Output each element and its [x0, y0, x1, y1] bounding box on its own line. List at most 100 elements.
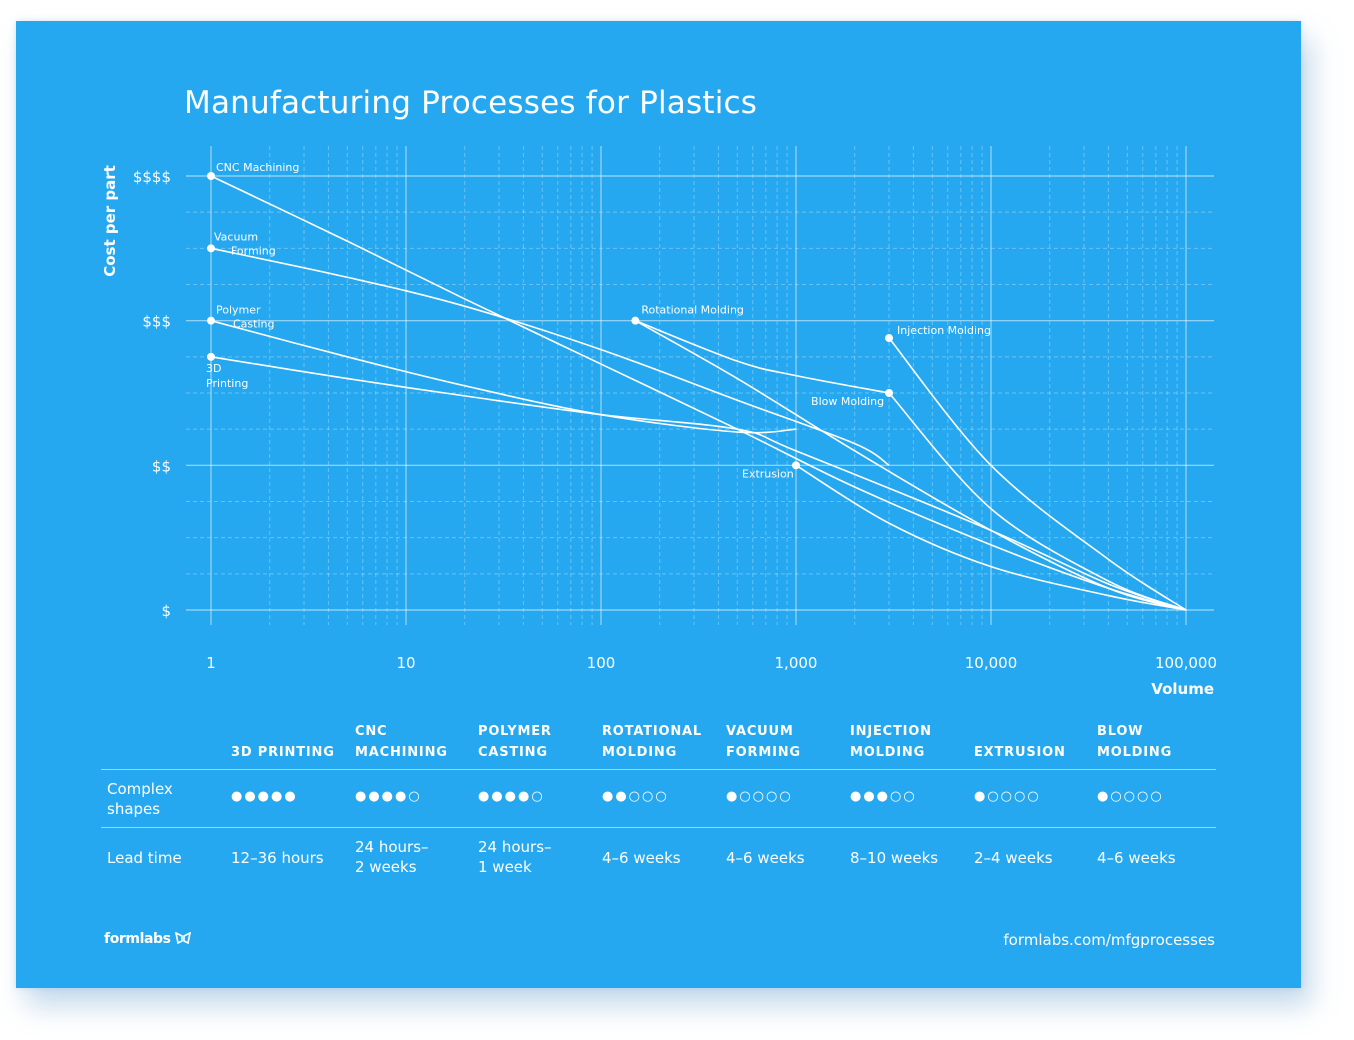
- y-tick-label: $$$: [142, 313, 171, 331]
- marker-label-extrusion: Extrusion: [742, 467, 794, 480]
- column-header-line: 3D PRINTING: [231, 745, 335, 760]
- column-header-line: INJECTION: [850, 724, 932, 739]
- chart-card: Manufacturing Processes for Plastics CNC…: [16, 21, 1301, 988]
- column-header: EXTRUSION: [974, 721, 1066, 763]
- lead-time-line: 12–36 hours: [231, 849, 324, 867]
- marker-blow-molding: [885, 389, 894, 397]
- marker-label-vacuum-forming: Vacuum: [214, 230, 258, 243]
- column-header-line: MACHINING: [355, 745, 448, 760]
- column-header: VACUUM FORMING: [726, 721, 801, 763]
- marker-label-3d-printing: 3D: [206, 362, 221, 375]
- y-axis-label: Cost per part: [101, 165, 119, 277]
- chart-title: Manufacturing Processes for Plastics: [184, 85, 758, 121]
- marker-polymer-casting: [207, 316, 215, 325]
- column-header: INJECTION MOLDING: [850, 721, 932, 763]
- x-tick-label: 10: [396, 654, 415, 672]
- lead-time-line: 2 weeks: [355, 858, 417, 876]
- column-header-line: VACUUM: [726, 724, 794, 739]
- series-line-cnc-machining: [210, 175, 1187, 611]
- column-header-line: MOLDING: [850, 745, 926, 760]
- lead-time-line: 4–6 weeks: [602, 849, 681, 867]
- x-tick-label: 100,000: [1155, 654, 1217, 672]
- table-divider: [101, 827, 1216, 828]
- series-line-injection-molding: [888, 337, 1187, 611]
- lead-time-line: 4–6 weeks: [1097, 849, 1176, 867]
- footer-url[interactable]: formlabs.com/mfgprocesses: [1003, 931, 1215, 949]
- column-header-line: [231, 721, 335, 742]
- lead-time-cell: 2–4 weeks: [974, 848, 1053, 868]
- rating-dots: ●○○○○: [726, 789, 793, 804]
- column-header-line: POLYMER: [478, 724, 552, 739]
- rating-dots: ●●●○○: [850, 789, 917, 804]
- column-header: CNC MACHINING: [355, 721, 448, 763]
- column-header: BLOW MOLDING: [1097, 721, 1172, 763]
- marker-label-vacuum-forming: Forming: [231, 244, 276, 257]
- x-tick-label: 100: [587, 654, 616, 672]
- column-header-line: FORMING: [726, 745, 801, 760]
- lead-time-cell: 8–10 weeks: [850, 848, 938, 868]
- grid: [186, 146, 1214, 625]
- y-tick-label: $: [161, 602, 171, 620]
- marker-label-3d-printing: Printing: [206, 377, 248, 390]
- marker-extrusion: [792, 461, 800, 470]
- marker-label-blow-molding: Blow Molding: [811, 395, 884, 408]
- marker-injection-molding: [885, 334, 894, 343]
- x-tick-label: 10,000: [965, 654, 1018, 672]
- marker-label-rotational-molding: Rotational Molding: [641, 304, 744, 317]
- series-line-3d-printing: [210, 356, 1187, 611]
- series-line-rotational-molding: [634, 319, 1187, 611]
- rating-dots: ●●●●○: [355, 789, 422, 804]
- x-axis-label: Volume: [1151, 680, 1214, 698]
- series-line-blow-molding: [888, 392, 1187, 611]
- formlabs-logo: formlabs: [104, 931, 192, 947]
- column-header: 3D PRINTING: [231, 721, 335, 763]
- x-tick-label: 1: [206, 654, 216, 672]
- row-label-line: Complex: [107, 780, 173, 798]
- column-header-line: EXTRUSION: [974, 745, 1066, 760]
- column-header-line: MOLDING: [602, 745, 678, 760]
- marker-vacuum-forming: [207, 244, 215, 253]
- series-line-extrusion: [795, 464, 1187, 611]
- row-label: Lead time: [107, 848, 182, 868]
- rating-dots: ●●●●●: [231, 789, 298, 804]
- logo-text: formlabs: [104, 931, 171, 947]
- lead-time-cell: 4–6 weeks: [726, 848, 805, 868]
- lead-time-line: 24 hours–: [355, 838, 429, 856]
- lead-time-line: 24 hours–: [478, 838, 552, 856]
- marker-cnc-machining: [207, 172, 215, 180]
- column-header-line: ROTATIONAL: [602, 724, 702, 739]
- lead-time-line: 4–6 weeks: [726, 849, 805, 867]
- x-tick-label: 1,000: [775, 654, 818, 672]
- column-header-line: MOLDING: [1097, 745, 1173, 760]
- series-line-polymer-casting: [210, 319, 797, 434]
- lead-time-cell: 12–36 hours: [231, 848, 324, 868]
- marker-rotational-molding: [631, 316, 640, 325]
- column-header-line: [974, 721, 1066, 742]
- row-label-line: Lead time: [107, 849, 182, 867]
- marker-label-injection-molding: Injection Molding: [897, 324, 991, 337]
- row-label-line: shapes: [107, 800, 161, 818]
- y-tick-label: $$: [152, 457, 171, 475]
- lead-time-cell: 24 hours– 2 weeks: [355, 837, 429, 877]
- lead-time-cell: 4–6 weeks: [1097, 848, 1176, 868]
- column-header-line: CNC: [355, 724, 388, 739]
- lead-time-cell: 4–6 weeks: [602, 848, 681, 868]
- rating-dots: ●○○○○: [1097, 789, 1164, 804]
- series-lines: [210, 175, 1187, 611]
- column-header-line: BLOW: [1097, 724, 1144, 739]
- lead-time-line: 1 week: [478, 858, 532, 876]
- lead-time-line: 8–10 weeks: [850, 849, 939, 867]
- series-line-blow-molding: [635, 319, 890, 394]
- marker-label-cnc-machining: CNC Machining: [216, 161, 299, 174]
- row-label: Complex shapes: [107, 779, 173, 819]
- marker-3d-printing: [207, 352, 215, 361]
- rating-dots: ●○○○○: [974, 789, 1041, 804]
- table-divider: [101, 769, 1216, 770]
- column-header: ROTATIONAL MOLDING: [602, 721, 702, 763]
- series-line-vacuum-forming: [210, 247, 890, 467]
- lead-time-cell: 24 hours– 1 week: [478, 837, 552, 877]
- y-tick-label: $$$$: [133, 168, 171, 186]
- rating-dots: ●●●●○: [478, 789, 545, 804]
